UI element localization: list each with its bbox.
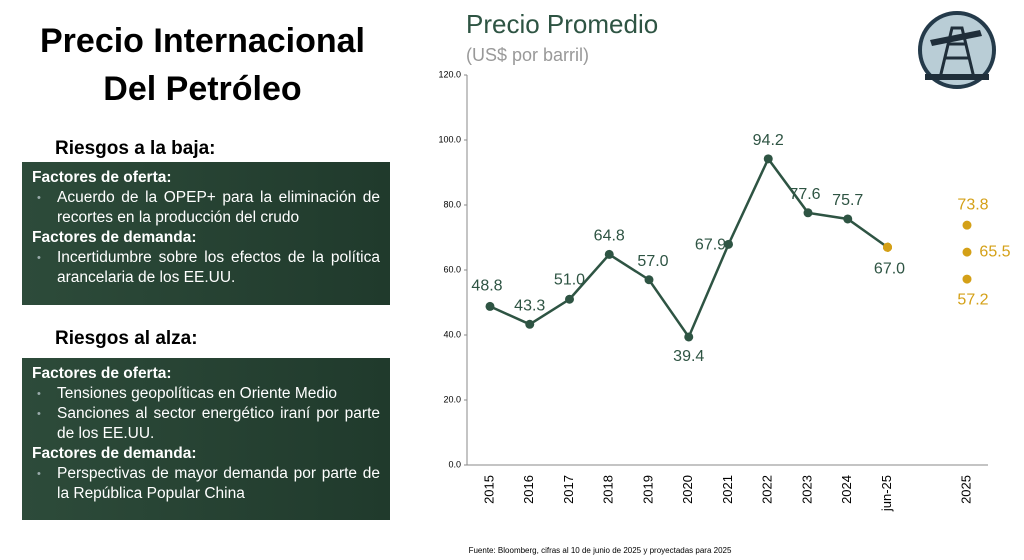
point xyxy=(485,301,495,311)
title-line: Precio Internacional xyxy=(40,22,365,60)
point xyxy=(803,208,813,218)
group-title: Factores de oferta: xyxy=(32,365,172,382)
data-label: 77.6 xyxy=(789,186,820,203)
point xyxy=(525,319,535,329)
bullet: Tensiones geopolíticas en Oriente Medio xyxy=(32,384,380,404)
x-tick-label: 2017 xyxy=(561,475,576,504)
source: Fuente: Bloomberg, cifras al 10 de junio… xyxy=(469,546,732,555)
y-tick-label: 120.0 xyxy=(438,69,461,79)
data-label: 43.3 xyxy=(514,297,545,314)
x-tick-label: 2021 xyxy=(720,475,735,504)
logo xyxy=(918,11,996,89)
x-tick-label: 2025 xyxy=(958,475,973,504)
y-tick-label: 0.0 xyxy=(448,459,461,469)
data-label: 57.0 xyxy=(637,253,668,270)
x-tick-label: 2018 xyxy=(601,475,616,504)
x-tick-label: 2016 xyxy=(521,475,536,504)
point xyxy=(604,249,614,259)
y-tick-label: 60.0 xyxy=(443,264,461,274)
y-tick-label: 80.0 xyxy=(443,199,461,209)
y-tick-label: 100.0 xyxy=(438,134,461,144)
bullet: Incertidumbre sobre los efectos de la po… xyxy=(32,248,380,288)
bullet: Acuerdo de la OPEP+ para la eliminación … xyxy=(32,188,380,228)
x-tick-label: 2022 xyxy=(760,475,775,504)
data-label: 39.4 xyxy=(673,348,704,365)
group-title: Factores de demanda: xyxy=(32,445,197,462)
x-tick-label: 2023 xyxy=(799,475,814,504)
risk-box: Factores de oferta: Tensiones geopolític… xyxy=(22,358,390,520)
chart-subtitle: (US$ por barril) xyxy=(466,45,589,65)
bullet: Sanciones al sector energético iraní por… xyxy=(32,404,380,444)
x-tick-label: 2019 xyxy=(640,475,655,504)
point xyxy=(883,242,892,252)
risk-heading: Riesgos al alza: xyxy=(55,328,198,349)
risk-heading: Riesgos a la baja: xyxy=(55,138,216,159)
y-tick-label: 40.0 xyxy=(443,329,461,339)
group-title: Factores de oferta: xyxy=(32,169,172,186)
x-tick-label: 2024 xyxy=(839,475,854,504)
x-tick-label: 2015 xyxy=(481,475,496,504)
point xyxy=(962,220,972,230)
point xyxy=(565,294,574,304)
point xyxy=(763,154,773,164)
y-tick-label: 20.0 xyxy=(443,394,461,404)
group-title: Factores de demanda: xyxy=(32,229,197,246)
data-label: 57.2 xyxy=(957,291,988,308)
point xyxy=(962,274,972,284)
point xyxy=(843,214,853,224)
x-tick-label: 2020 xyxy=(680,475,695,504)
data-label: 48.8 xyxy=(471,278,502,295)
data-label: 75.7 xyxy=(832,192,863,209)
data-label: 73.8 xyxy=(957,196,988,213)
data-label: 67.0 xyxy=(874,260,905,277)
title-line: Del Petróleo xyxy=(103,70,302,108)
data-label: 64.8 xyxy=(594,228,625,245)
bullet: Perspectivas de mayor demanda por parte … xyxy=(32,464,380,504)
series-line xyxy=(489,156,889,340)
point xyxy=(962,247,972,257)
risk-box: Factores de oferta: Acuerdo de la OPEP+ … xyxy=(22,162,390,305)
data-label: 94.2 xyxy=(753,132,784,149)
point xyxy=(724,239,733,249)
point xyxy=(644,275,654,285)
data-label: 67.9 xyxy=(695,237,726,254)
data-label: 65.5 xyxy=(979,243,1010,260)
chart-title: Precio Promedio xyxy=(466,9,658,39)
point xyxy=(684,332,694,342)
x-tick-label: jun-25 xyxy=(879,475,894,512)
data-label: 51.0 xyxy=(554,271,585,288)
